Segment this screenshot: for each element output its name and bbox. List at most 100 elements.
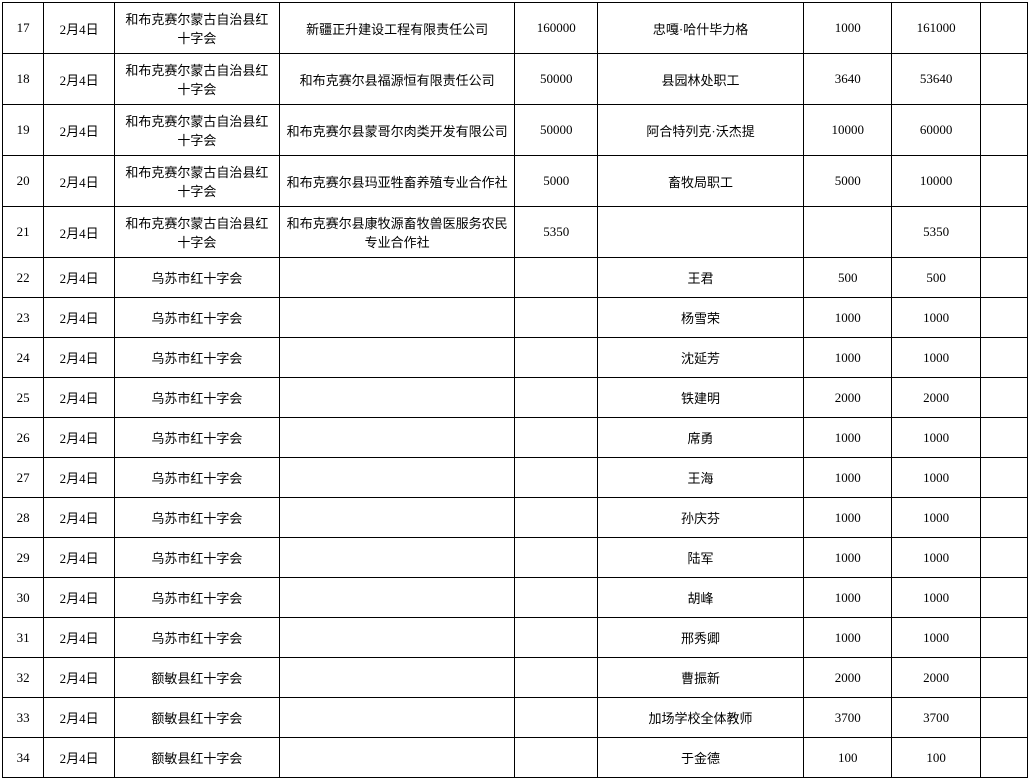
- row-amount-3: 100: [892, 738, 980, 778]
- row-amount-3: 1000: [892, 418, 980, 458]
- row-org: 乌苏市红十字会: [114, 458, 279, 498]
- row-donor-org: [279, 578, 515, 618]
- row-note: [980, 298, 1027, 338]
- row-donor-org: 新疆正升建设工程有限责任公司: [279, 3, 515, 54]
- row-date: 2月4日: [44, 658, 115, 698]
- row-donor-person: 阿合特列克·沃杰提: [597, 105, 803, 156]
- row-donor-org: [279, 538, 515, 578]
- row-donor-person: 忠嘎·哈什毕力格: [597, 3, 803, 54]
- table-row: 192月4日和布克赛尔蒙古自治县红十字会和布克赛尔县蒙哥尔肉类开发有限公司500…: [3, 105, 1028, 156]
- row-org: 乌苏市红十字会: [114, 298, 279, 338]
- row-note: [980, 3, 1027, 54]
- row-donor-org: [279, 378, 515, 418]
- row-amount-2: 2000: [804, 658, 892, 698]
- row-amount-3: 500: [892, 258, 980, 298]
- row-date: 2月4日: [44, 207, 115, 258]
- row-date: 2月4日: [44, 418, 115, 458]
- row-note: [980, 54, 1027, 105]
- row-org: 额敏县红十字会: [114, 658, 279, 698]
- row-donor-person: 孙庆芬: [597, 498, 803, 538]
- row-amount-2: 1000: [804, 298, 892, 338]
- row-donor-person: 县园林处职工: [597, 54, 803, 105]
- row-amount-1: [515, 738, 597, 778]
- row-date: 2月4日: [44, 578, 115, 618]
- row-index: 29: [3, 538, 44, 578]
- row-amount-1: 50000: [515, 54, 597, 105]
- row-index: 21: [3, 207, 44, 258]
- row-note: [980, 105, 1027, 156]
- row-date: 2月4日: [44, 258, 115, 298]
- row-donor-person: [597, 207, 803, 258]
- row-amount-2: [804, 207, 892, 258]
- row-date: 2月4日: [44, 738, 115, 778]
- row-org: 乌苏市红十字会: [114, 618, 279, 658]
- row-org: 和布克赛尔蒙古自治县红十字会: [114, 207, 279, 258]
- row-index: 25: [3, 378, 44, 418]
- row-index: 27: [3, 458, 44, 498]
- row-index: 33: [3, 698, 44, 738]
- row-org: 额敏县红十字会: [114, 738, 279, 778]
- row-donor-org: 和布克赛尔县福源恒有限责任公司: [279, 54, 515, 105]
- row-note: [980, 738, 1027, 778]
- row-amount-3: 161000: [892, 3, 980, 54]
- row-date: 2月4日: [44, 105, 115, 156]
- row-index: 26: [3, 418, 44, 458]
- row-index: 17: [3, 3, 44, 54]
- table-row: 332月4日额敏县红十字会加场学校全体教师37003700: [3, 698, 1028, 738]
- table-row: 172月4日和布克赛尔蒙古自治县红十字会新疆正升建设工程有限责任公司160000…: [3, 3, 1028, 54]
- row-date: 2月4日: [44, 458, 115, 498]
- row-index: 23: [3, 298, 44, 338]
- row-org: 乌苏市红十字会: [114, 338, 279, 378]
- row-donor-person: 铁建明: [597, 378, 803, 418]
- row-donor-person: 王海: [597, 458, 803, 498]
- row-amount-2: 100: [804, 738, 892, 778]
- row-donor-person: 于金德: [597, 738, 803, 778]
- row-note: [980, 207, 1027, 258]
- row-donor-org: [279, 698, 515, 738]
- row-amount-3: 1000: [892, 458, 980, 498]
- row-donor-person: 畜牧局职工: [597, 156, 803, 207]
- row-amount-2: 1000: [804, 618, 892, 658]
- row-amount-2: 3640: [804, 54, 892, 105]
- row-amount-3: 5350: [892, 207, 980, 258]
- table-row: 252月4日乌苏市红十字会铁建明20002000: [3, 378, 1028, 418]
- row-donor-person: 加场学校全体教师: [597, 698, 803, 738]
- table-row: 322月4日额敏县红十字会曹振新20002000: [3, 658, 1028, 698]
- row-note: [980, 458, 1027, 498]
- row-amount-2: 5000: [804, 156, 892, 207]
- row-note: [980, 578, 1027, 618]
- row-org: 乌苏市红十字会: [114, 578, 279, 618]
- row-note: [980, 538, 1027, 578]
- table-row: 222月4日乌苏市红十字会王君500500: [3, 258, 1028, 298]
- row-amount-1: 5350: [515, 207, 597, 258]
- row-donor-org: [279, 298, 515, 338]
- table-row: 302月4日乌苏市红十字会胡峰10001000: [3, 578, 1028, 618]
- row-amount-1: [515, 338, 597, 378]
- row-donor-org: [279, 258, 515, 298]
- row-amount-3: 1000: [892, 578, 980, 618]
- row-donor-person: 陆军: [597, 538, 803, 578]
- row-amount-1: 160000: [515, 3, 597, 54]
- row-date: 2月4日: [44, 54, 115, 105]
- row-org: 乌苏市红十字会: [114, 418, 279, 458]
- row-amount-1: [515, 378, 597, 418]
- row-amount-1: [515, 578, 597, 618]
- row-date: 2月4日: [44, 3, 115, 54]
- row-amount-3: 2000: [892, 378, 980, 418]
- row-org: 和布克赛尔蒙古自治县红十字会: [114, 54, 279, 105]
- row-org: 乌苏市红十字会: [114, 538, 279, 578]
- row-amount-3: 1000: [892, 538, 980, 578]
- row-amount-2: 3700: [804, 698, 892, 738]
- row-amount-1: 50000: [515, 105, 597, 156]
- row-donor-person: 席勇: [597, 418, 803, 458]
- table-row: 312月4日乌苏市红十字会邢秀卿10001000: [3, 618, 1028, 658]
- row-org: 额敏县红十字会: [114, 698, 279, 738]
- table-row: 262月4日乌苏市红十字会席勇10001000: [3, 418, 1028, 458]
- row-donor-org: 和布克赛尔县蒙哥尔肉类开发有限公司: [279, 105, 515, 156]
- row-index: 18: [3, 54, 44, 105]
- row-donor-org: [279, 498, 515, 538]
- row-amount-3: 1000: [892, 498, 980, 538]
- row-note: [980, 418, 1027, 458]
- row-amount-1: [515, 618, 597, 658]
- row-index: 30: [3, 578, 44, 618]
